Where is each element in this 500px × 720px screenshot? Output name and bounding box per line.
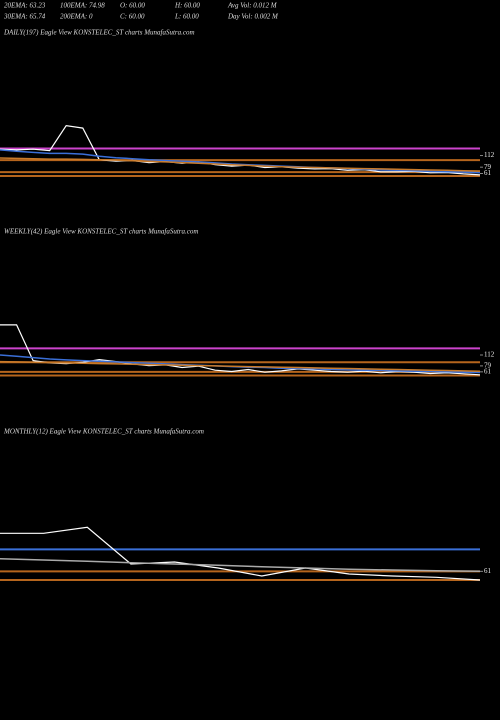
header: 20EMA: 63.23 100EMA: 74.98 O: 60.00 H: 6… — [3, 2, 279, 21]
y-tick-label: 61 — [484, 169, 492, 177]
panel-title: WEEKLY(42) Eagle View KONSTELEC_ST chart… — [4, 228, 198, 236]
header-stat: C: 60.00 — [120, 13, 145, 21]
price-line — [0, 526, 481, 581]
price-line — [0, 157, 481, 172]
y-tick-label: 61 — [484, 567, 492, 575]
y-tick-label: 79 — [484, 163, 492, 171]
price-line — [0, 557, 481, 573]
y-tick-label: 79 — [484, 362, 492, 370]
header-stat: Day Vol: 0.002 M — [227, 13, 279, 21]
header-stat: 100EMA: 74.98 — [60, 2, 105, 10]
header-stat: L: 60.00 — [174, 13, 199, 21]
y-tick-label: 61 — [484, 367, 492, 375]
header-stat: Avg Vol: 0.012 M — [227, 2, 278, 10]
header-stat: 30EMA: 65.74 — [3, 13, 46, 21]
header-stat: H: 60.00 — [174, 2, 200, 10]
panel-title: MONTHLY(12) Eagle View KONSTELEC_ST char… — [3, 428, 204, 436]
header-stat: O: 60.00 — [120, 2, 145, 10]
header-stat: 200EMA: 0 — [60, 13, 93, 21]
panel-title: DAILY(197) Eagle View KONSTELEC_ST chart… — [3, 29, 195, 37]
header-stat: 20EMA: 63.23 — [4, 2, 46, 10]
price-line — [0, 124, 481, 176]
price-line — [0, 360, 481, 372]
y-tick-label: 112 — [484, 151, 495, 159]
y-tick-label: 112 — [484, 351, 495, 359]
